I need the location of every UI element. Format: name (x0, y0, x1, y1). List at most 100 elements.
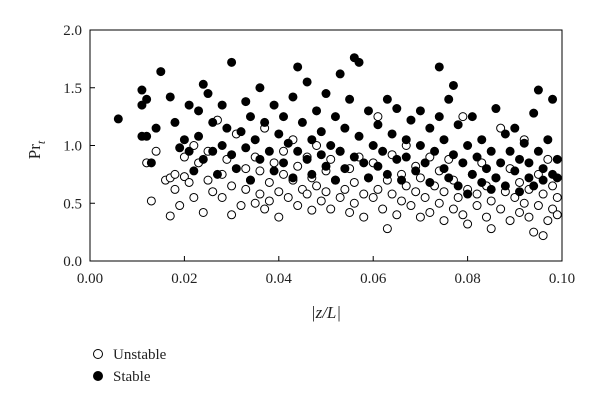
data-point-stable (288, 173, 298, 183)
y-axis-label-main: Pr (25, 144, 44, 159)
data-point-stable (293, 62, 303, 72)
data-point-stable (439, 135, 449, 145)
data-point-unstable (279, 146, 289, 156)
data-point-unstable (453, 192, 463, 202)
data-point-stable (307, 135, 317, 145)
data-point-stable (208, 146, 218, 156)
data-point-stable (212, 169, 222, 179)
data-point-unstable (548, 204, 558, 214)
data-point-stable (269, 166, 279, 176)
data-point-stable (227, 150, 237, 160)
data-point-stable (425, 177, 435, 187)
data-point-unstable (552, 192, 562, 202)
data-point-unstable (458, 112, 468, 122)
data-point-stable (241, 97, 251, 107)
data-point-unstable (434, 198, 444, 208)
data-point-stable (203, 89, 213, 99)
data-point-stable (491, 173, 501, 183)
data-point-unstable (397, 196, 407, 206)
data-point-stable (543, 135, 553, 145)
data-point-stable (217, 141, 227, 150)
data-point-stable (453, 181, 463, 191)
data-point-stable (500, 129, 510, 139)
data-point-unstable (373, 112, 383, 122)
y-axis-ticks: 0.0 0.5 1.0 1.5 2.0 (63, 23, 95, 270)
data-point-unstable (179, 172, 189, 182)
data-point-stable (453, 120, 463, 130)
data-point-stable (260, 117, 270, 127)
data-point-stable (279, 112, 289, 122)
data-point-unstable (368, 192, 378, 202)
data-point-unstable (189, 141, 199, 150)
data-point-stable (458, 158, 468, 168)
data-point-stable (430, 146, 440, 156)
data-point-stable (274, 129, 284, 139)
legend: Unstable Stable (93, 347, 167, 385)
data-point-stable (477, 135, 487, 145)
data-point-unstable (387, 189, 397, 199)
data-point-stable (293, 146, 303, 156)
data-point-stable (194, 131, 204, 141)
data-point-unstable (179, 152, 189, 162)
data-point-unstable (260, 204, 270, 214)
data-point-stable (335, 69, 345, 79)
data-point-stable (354, 131, 364, 141)
data-point-unstable (448, 204, 458, 214)
data-point-unstable (170, 184, 180, 194)
data-point-stable (448, 150, 458, 160)
data-point-stable (472, 152, 482, 162)
data-point-stable (354, 57, 364, 67)
data-point-unstable (255, 166, 265, 176)
data-point-unstable (415, 173, 425, 183)
data-point-unstable (515, 177, 525, 187)
data-point-unstable (241, 164, 251, 174)
data-point-unstable (151, 146, 161, 156)
data-point-stable (264, 146, 274, 156)
data-point-stable (279, 158, 289, 168)
data-point-stable (392, 154, 402, 164)
data-point-stable (312, 106, 322, 116)
data-point-stable (321, 161, 331, 171)
data-point-unstable (208, 187, 218, 197)
data-point-stable (189, 166, 199, 176)
data-point-unstable (425, 207, 435, 217)
data-point-unstable (543, 216, 553, 226)
data-point-stable (486, 184, 496, 194)
data-point-stable (529, 181, 539, 191)
data-point-unstable (533, 201, 543, 211)
data-point-stable (524, 158, 534, 168)
data-point-stable (500, 181, 510, 191)
data-point-stable (510, 123, 520, 133)
data-point-stable (245, 112, 255, 122)
x-tick-label: 0.10 (549, 271, 575, 287)
data-point-unstable (274, 212, 284, 222)
data-point-unstable (382, 224, 392, 234)
data-point-unstable (486, 196, 496, 206)
data-point-stable (538, 164, 548, 174)
y-tick-label: 1.5 (63, 81, 82, 97)
data-point-stable (137, 100, 147, 110)
x-axis-label: |z/L| (311, 303, 341, 322)
data-point-unstable (279, 169, 289, 179)
data-point-stable (302, 154, 312, 164)
data-point-stable (227, 57, 237, 67)
data-point-stable (548, 94, 558, 104)
y-tick-label: 1.0 (63, 139, 82, 155)
data-point-stable (250, 135, 260, 145)
data-point-unstable (326, 154, 336, 164)
data-point-stable (146, 158, 156, 168)
data-point-unstable (472, 201, 482, 211)
data-point-stable (406, 115, 416, 125)
legend-label-unstable: Unstable (113, 347, 167, 363)
data-point-stable (481, 164, 491, 174)
data-point-stable (529, 108, 539, 118)
data-point-unstable (420, 192, 430, 202)
data-point-unstable (401, 181, 411, 191)
data-point-unstable (146, 196, 156, 206)
y-tick-label: 2.0 (63, 23, 82, 39)
data-point-unstable (269, 158, 279, 168)
data-point-unstable (283, 192, 293, 202)
x-tick-label: 0.06 (360, 271, 387, 287)
data-point-stable (142, 94, 152, 104)
y-tick-label: 0.5 (63, 196, 82, 212)
